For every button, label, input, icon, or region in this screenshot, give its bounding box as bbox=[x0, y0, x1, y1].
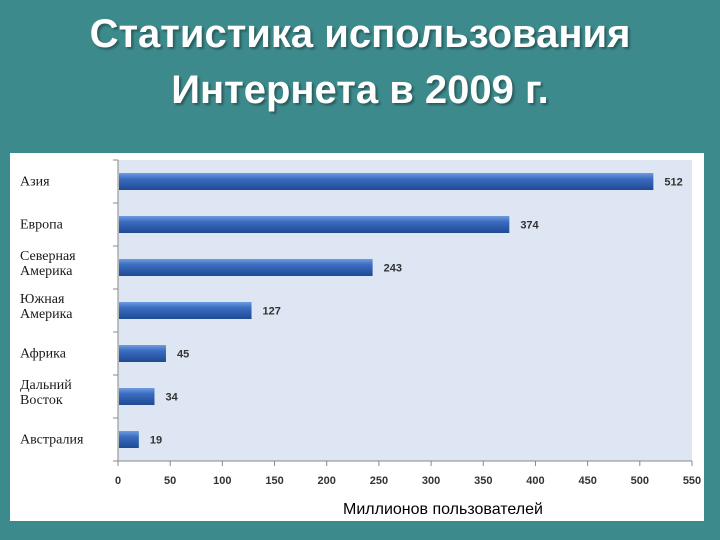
x-tick-label: 500 bbox=[631, 475, 649, 487]
x-tick-label: 0 bbox=[115, 475, 121, 487]
category-label: Африка bbox=[20, 347, 67, 362]
data-label: 374 bbox=[520, 220, 539, 232]
x-tick-label: 350 bbox=[474, 475, 492, 487]
chart-frame: 0 50 100 150 200 250 300 350 400 450 500 550 512 374… bbox=[10, 153, 704, 521]
bar-chart: 0 50 100 150 200 250 300 350 400 450 500 550 512 374… bbox=[20, 159, 701, 518]
bar bbox=[119, 259, 373, 276]
category-label: Дальний bbox=[20, 378, 72, 393]
category-label: Австралия bbox=[20, 433, 84, 448]
category-label: Америка bbox=[20, 264, 73, 279]
bar bbox=[119, 388, 155, 405]
slide-title: Статистика использования Интернета в 200… bbox=[0, 6, 720, 118]
bar bbox=[119, 173, 654, 190]
x-tick-label: 400 bbox=[526, 475, 544, 487]
title-line-2: Интернета в 2009 г. bbox=[171, 68, 549, 112]
x-tick-label: 450 bbox=[578, 475, 596, 487]
data-label: 34 bbox=[165, 392, 178, 404]
data-label: 45 bbox=[177, 349, 189, 361]
x-tick-label: 250 bbox=[370, 475, 388, 487]
x-axis-label: Миллионов пользователей bbox=[343, 501, 543, 518]
bar bbox=[119, 431, 139, 448]
bar bbox=[119, 345, 166, 362]
category-label: Азия bbox=[20, 175, 50, 190]
category-label: Восток bbox=[20, 393, 63, 408]
category-label: Америка bbox=[20, 307, 73, 322]
x-tick-label: 50 bbox=[164, 475, 176, 487]
category-label: Северная bbox=[20, 249, 76, 264]
category-label: Южная bbox=[20, 292, 65, 307]
bar bbox=[119, 302, 252, 319]
x-tick-label: 150 bbox=[265, 475, 283, 487]
data-label: 512 bbox=[664, 177, 682, 189]
x-tick-label: 200 bbox=[318, 475, 336, 487]
x-tick-label: 550 bbox=[683, 475, 701, 487]
data-label: 243 bbox=[384, 263, 402, 275]
x-tick-label: 100 bbox=[213, 475, 231, 487]
title-line-1: Статистика использования bbox=[89, 12, 631, 56]
data-label: 127 bbox=[263, 306, 281, 318]
x-tick-label: 300 bbox=[422, 475, 440, 487]
category-label: Европа bbox=[20, 218, 64, 233]
data-label: 19 bbox=[150, 435, 162, 447]
bar bbox=[119, 216, 510, 233]
